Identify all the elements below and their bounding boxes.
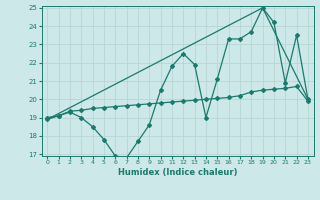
X-axis label: Humidex (Indice chaleur): Humidex (Indice chaleur)	[118, 168, 237, 177]
